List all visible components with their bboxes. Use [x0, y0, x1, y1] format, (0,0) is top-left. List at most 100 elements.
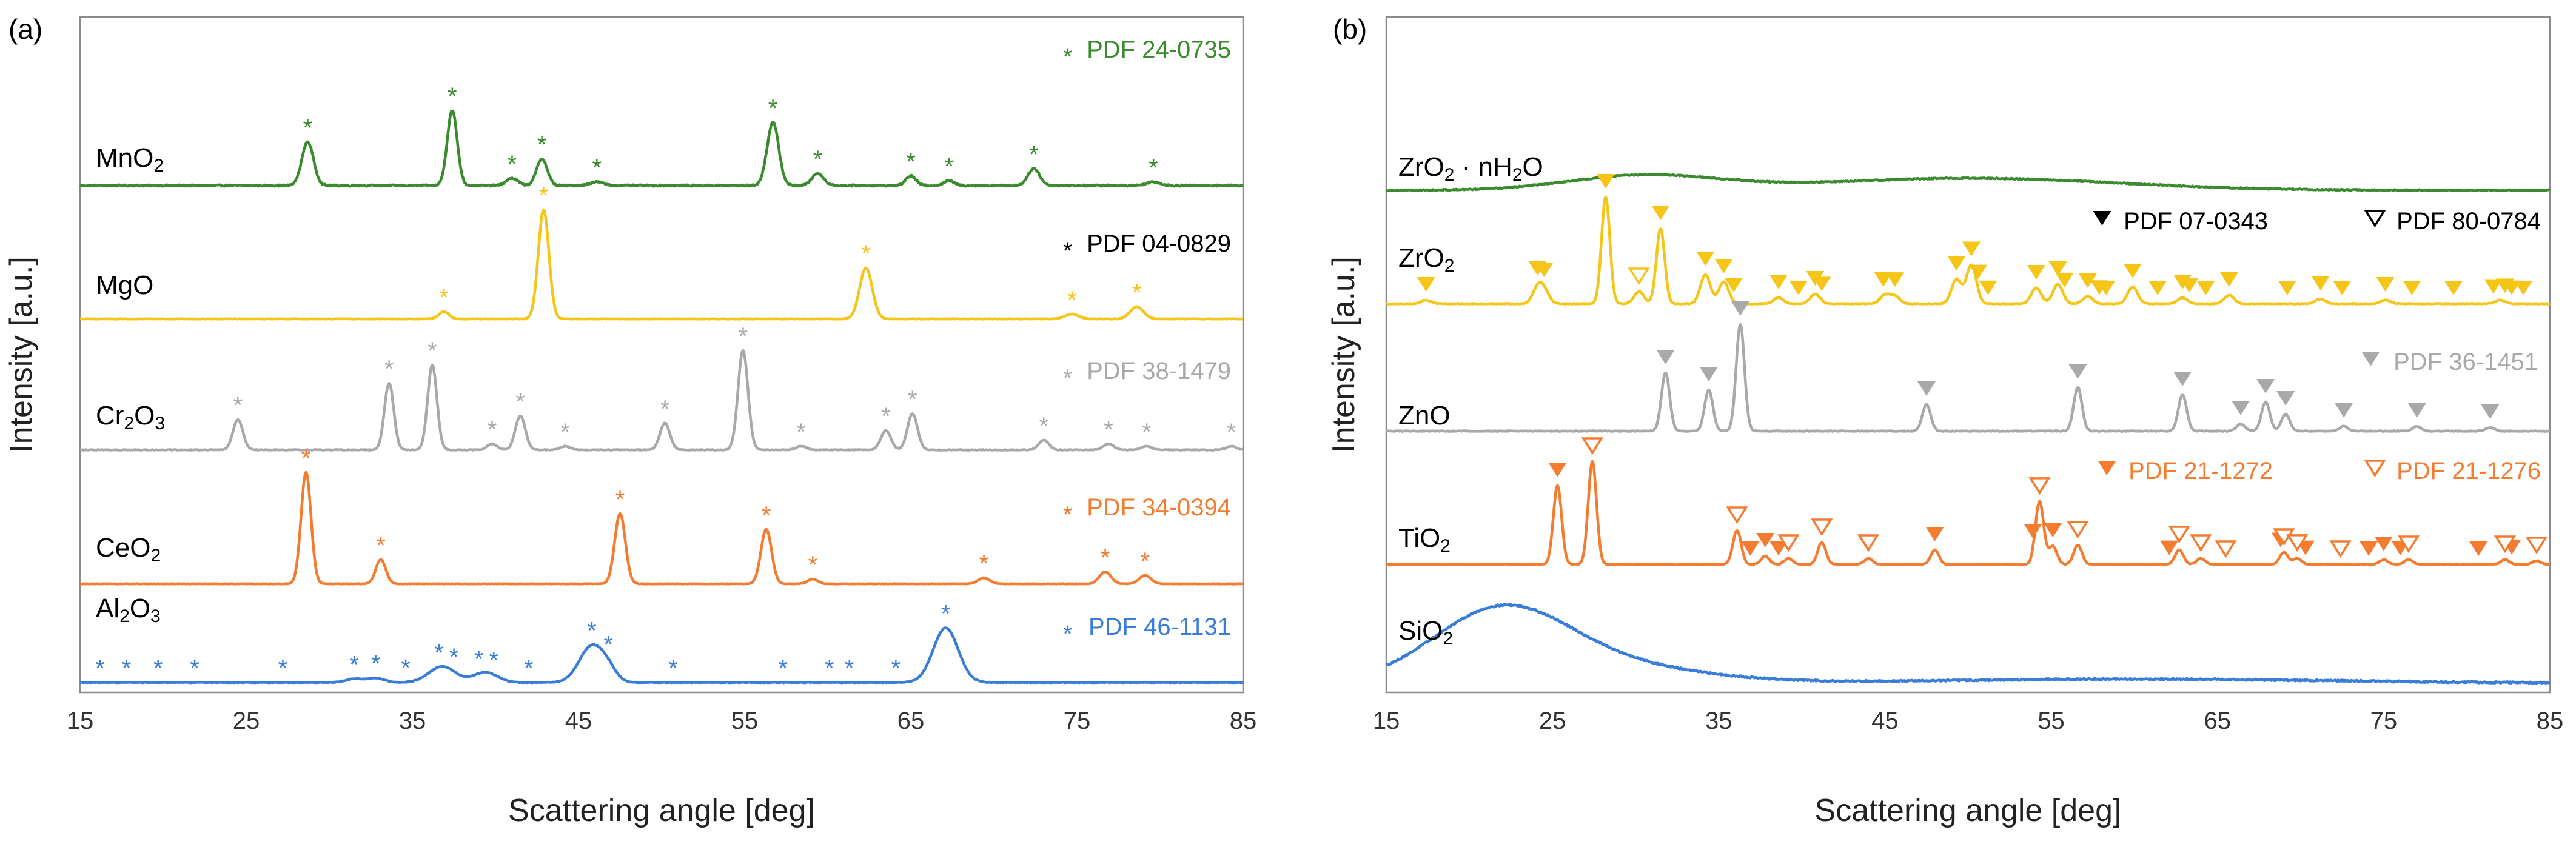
peak-star-marker: * — [537, 132, 547, 158]
peak-star-marker: * — [349, 651, 359, 678]
peak-triangle-filled — [2055, 272, 2074, 287]
reference-label: PDF 04-0829 — [1087, 230, 1231, 257]
legend-marker — [2098, 461, 2116, 475]
peak-star-marker: * — [474, 646, 484, 673]
series-TiO2: TiO2 PDF 21-1272 PDF 21-1276 — [1385, 437, 2551, 566]
peak-star-marker: * — [587, 618, 597, 644]
peak-star-marker: * — [941, 601, 951, 628]
peak-triangle-filled — [2514, 280, 2533, 295]
series-line — [1386, 323, 2551, 433]
reference-label: PDF 07-0343 — [2124, 208, 2268, 235]
series-label: ZrO2 · nH2O — [1398, 152, 1543, 185]
peak-triangle-open — [2215, 540, 2237, 558]
peak-triangle-filled — [2148, 280, 2167, 295]
series-label: CeO2 — [96, 533, 161, 566]
peak-star-marker: * — [891, 655, 901, 682]
peak-star-marker: * — [908, 386, 917, 413]
peak-triangle-filled — [2469, 541, 2488, 556]
plot-frame — [79, 16, 1244, 694]
series-CeO2: * * * * * * * * CeO2 PDF 34-0394 * — [79, 445, 1244, 586]
series-MgO: * * * * * MgO PDF 04-0829 * — [79, 182, 1244, 321]
x-tick-label: 55 — [731, 708, 759, 734]
x-axis-title: Scattering angle [deg] — [508, 793, 815, 828]
peak-triangle-filled — [2403, 281, 2421, 295]
legend-marker: * — [1063, 238, 1073, 264]
reference-label: PDF 38-1479 — [1087, 358, 1231, 384]
peak-triangle-filled — [1979, 280, 1997, 295]
peak-triangle-filled — [1769, 275, 1788, 289]
x-tick-label: 45 — [1871, 708, 1899, 734]
x-tick-label: 35 — [1705, 708, 1732, 734]
series-label: SiO2 — [1398, 616, 1453, 649]
peak-star-marker: * — [808, 552, 818, 578]
peak-star-marker: * — [604, 632, 614, 658]
peak-triangle-open — [1777, 534, 1800, 552]
peak-star-marker: * — [301, 445, 311, 472]
peak-star-marker: * — [615, 486, 625, 513]
series-line — [79, 208, 1244, 321]
reference-label: PDF 21-1276 — [2397, 458, 2541, 484]
peak-triangle-filled — [2335, 403, 2353, 418]
series-label: ZrO2 — [1398, 243, 1454, 276]
peak-star-marker: * — [1149, 155, 1158, 181]
peak-triangle-filled — [2027, 264, 2045, 280]
peak-triangle-open — [2028, 477, 2051, 495]
peak-star-marker: * — [1067, 287, 1077, 313]
peak-star-marker: * — [1227, 419, 1236, 446]
peak-star-marker: * — [439, 284, 449, 311]
peak-star-marker: * — [881, 403, 891, 430]
peak-star-marker: * — [95, 655, 105, 682]
x-tick-label: 65 — [897, 708, 925, 734]
peak-star-marker: * — [738, 323, 748, 350]
peak-triangle-open — [1581, 437, 1604, 455]
peak-triangle-open — [2397, 535, 2420, 554]
peak-triangle-filled — [1724, 278, 1743, 293]
peak-triangle-filled — [2048, 261, 2067, 276]
peak-star-marker: * — [1142, 419, 1152, 446]
peak-triangle-filled — [2180, 278, 2199, 293]
peak-star-marker: * — [861, 241, 871, 267]
peak-triangle-filled — [2232, 401, 2250, 415]
legend-marker — [2364, 210, 2386, 228]
peak-triangle-filled — [1947, 256, 1966, 271]
peak-triangle-filled — [1962, 241, 1981, 256]
peak-star-marker: * — [768, 95, 778, 122]
peak-triangle-filled — [2160, 540, 2179, 555]
peak-star-marker: * — [434, 640, 444, 666]
peak-star-marker: * — [524, 655, 534, 682]
x-tick-label: 85 — [2537, 708, 2564, 734]
series-line — [79, 470, 1244, 586]
peak-star-marker: * — [1039, 413, 1048, 440]
reference-label: PDF 34-0394 — [1087, 494, 1231, 521]
peak-triangle-filled — [2376, 277, 2395, 292]
peak-triangle-filled — [1656, 350, 1675, 364]
peak-triangle-filled — [1696, 251, 1715, 266]
peak-triangle-filled — [2044, 523, 2062, 538]
peak-triangle-filled — [2333, 280, 2352, 295]
series-label: MnO2 — [96, 143, 164, 176]
reference-label: PDF 21-1272 — [2128, 458, 2273, 484]
peak-triangle-open — [1857, 534, 1880, 552]
peak-triangle-filled — [2374, 537, 2393, 551]
peak-triangle-filled — [1769, 541, 1788, 556]
x-tick-label: 15 — [67, 708, 94, 734]
legend-marker: * — [1063, 501, 1073, 528]
series-Cr2O3: * * * * * * * * * * * * * * * Cr2O3 PDF 38-1479 * — [79, 323, 1244, 452]
peak-triangle-filled — [1731, 301, 1749, 316]
panel-label: (b) — [1333, 13, 1367, 45]
peak-triangle-open — [2190, 534, 2212, 552]
panel-b: (b) 15 25 35 45 55 65 75 85 Scattering angle [deg… — [1326, 13, 2563, 828]
peak-star-marker: * — [1104, 417, 1113, 443]
series-ZrO2: ZrO2 PDF 07-0343 PDF 80-0784 — [1386, 174, 2551, 306]
series-label: MgO — [96, 270, 153, 300]
peak-star-marker: * — [560, 419, 570, 446]
legend-marker — [2093, 211, 2111, 226]
x-tick-label: 25 — [233, 708, 260, 734]
peak-triangle-filled — [2484, 279, 2503, 294]
peak-triangle-filled — [1417, 277, 1435, 292]
peak-triangle-filled — [2024, 524, 2042, 539]
peak-triangle-filled — [2173, 372, 2192, 386]
peak-star-marker: * — [944, 153, 954, 180]
series-line — [1385, 460, 2551, 566]
